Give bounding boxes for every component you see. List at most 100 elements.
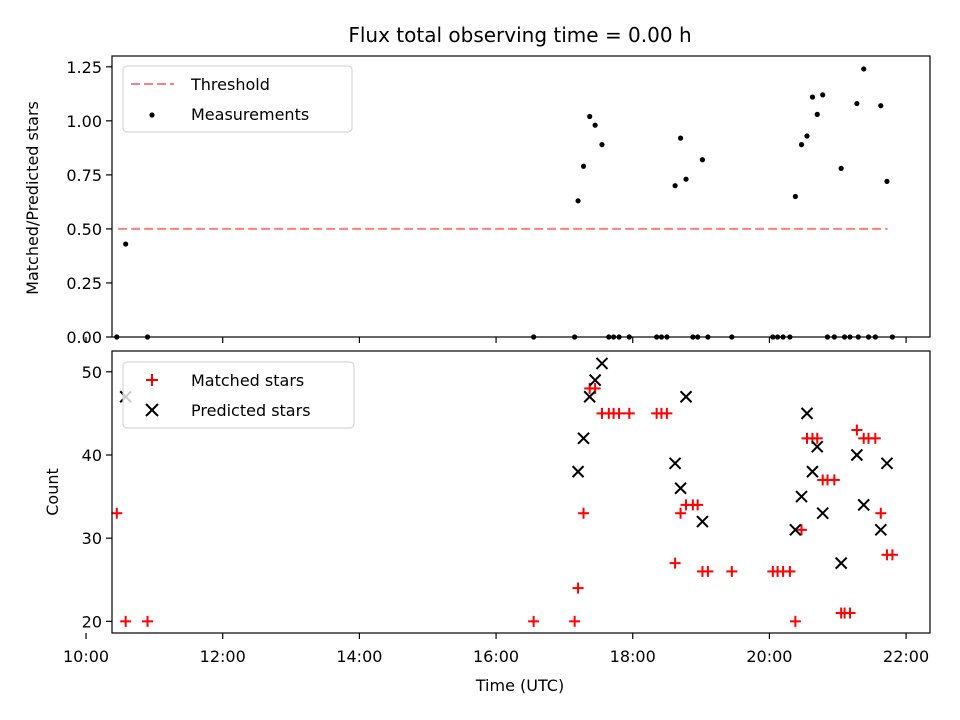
predicted-star-point-14: [811, 440, 824, 453]
matched-star-point-0: [111, 507, 123, 519]
bottom-xtick-label-1: 12:00: [200, 647, 246, 666]
predicted-star-point-18: [857, 498, 870, 512]
bottom-xtick-label-4: 18:00: [610, 647, 656, 666]
predicted-star-point-2: [577, 432, 590, 445]
bottom-xlabel: Time (UTC): [475, 676, 564, 695]
measurement-point-30: [798, 142, 805, 148]
measurements-legend-swatch: [149, 112, 155, 118]
matched-star-point-16: [661, 407, 673, 419]
top-ytick-label-2: 0.50: [66, 220, 102, 239]
bottom-plot-frame: [111, 350, 931, 634]
matched-star-point-12: [613, 407, 625, 419]
predicted-star-point-6: [668, 457, 682, 470]
matched-star-point-36: [828, 474, 840, 486]
measurement-point-34: [820, 92, 826, 98]
matched-star-point-2: [142, 615, 154, 627]
bottom-ytick-label-2: 40: [82, 446, 102, 465]
predicted-star-point-11: [795, 490, 808, 503]
bottom-ytick-label-3: 50: [82, 363, 102, 382]
bottom-panel: Count Time (UTC) 20 30 40 50 10:00 12:00 14:00…: [43, 350, 931, 695]
measurement-point-31: [804, 133, 810, 139]
matched-star-point-1: [120, 615, 132, 627]
predicted-star-point-8: [679, 390, 693, 403]
bottom-legend-box: [122, 361, 355, 429]
matched-star-point-39: [844, 607, 856, 619]
top-legend-box: [122, 65, 353, 133]
matched-star-point-24: [726, 565, 738, 577]
predicted-star-point-12: [800, 407, 814, 420]
bottom-xtick-label-2: 14:00: [336, 647, 382, 666]
top-ylabel: Matched/Predicted stars: [23, 101, 42, 295]
top-ytick-label-0: 0.00: [66, 328, 102, 347]
matched-star-point-21: [692, 499, 704, 511]
measurement-point-40: [854, 100, 860, 107]
measurement-point-29: [792, 193, 798, 200]
measurement-point-46: [884, 178, 890, 184]
bottom-xtick-label-0: 10:00: [63, 647, 109, 666]
measurement-point-5: [575, 198, 581, 204]
measurement-point-19: [683, 176, 689, 182]
measurement-point-7: [587, 113, 593, 120]
predicted-star-point-3: [583, 390, 596, 403]
bottom-xtick-label-6: 22:00: [883, 647, 929, 666]
top-panel: Matched/Predicted stars 0.00 0.25 0.50 0.75…: [23, 55, 931, 347]
measurement-point-33: [814, 111, 820, 117]
measurement-point-17: [672, 183, 678, 189]
top-ytick-label-3: 0.75: [66, 166, 102, 185]
top-ytick-label-4: 1.00: [66, 112, 102, 131]
matched-star-point-33: [811, 432, 823, 444]
predicted-star-point-16: [834, 556, 848, 570]
predicted-star-point-9: [696, 515, 709, 528]
predicted-star-point-15: [816, 507, 829, 520]
measurement-point-1: [123, 241, 129, 247]
threshold-legend-label: Threshold: [190, 75, 270, 94]
matched-star-point-4: [569, 615, 581, 627]
matched-legend-label: Matched stars: [191, 371, 304, 390]
measurement-point-45: [878, 103, 884, 109]
matched-star-point-46: [886, 549, 898, 561]
predicted-star-point-1: [571, 465, 585, 478]
matched-star-point-30: [796, 524, 808, 536]
bottom-ylabel: Count: [43, 468, 62, 516]
measurement-point-18: [677, 135, 684, 141]
top-ytick-label-5: 1.25: [66, 58, 102, 77]
matched-star-point-18: [675, 507, 687, 519]
predicted-star-point-7: [674, 482, 687, 495]
matched-star-point-40: [851, 424, 863, 436]
chart-title: Flux total observing time = 0.00 h: [348, 23, 691, 47]
bottom-legend: Matched stars Predicted stars: [122, 361, 355, 429]
bottom-xtick-label-5: 20:00: [746, 647, 792, 666]
measurement-point-6: [580, 163, 587, 169]
top-legend: Threshold Measurements: [122, 65, 353, 133]
matched-star-point-17: [669, 557, 681, 569]
predicted-star-point-4: [588, 373, 602, 387]
matched-star-point-5: [572, 582, 584, 594]
measurement-point-8: [592, 122, 598, 128]
matched-star-point-6: [578, 507, 590, 519]
measurement-point-42: [861, 66, 867, 72]
matched-star-point-13: [623, 407, 635, 419]
predicted-star-point-10: [789, 523, 802, 537]
bottom-xtick-label-3: 16:00: [473, 647, 519, 666]
measurement-point-32: [809, 94, 816, 100]
measurement-point-22: [699, 157, 706, 163]
top-plot-frame: [111, 55, 931, 338]
measurement-point-37: [838, 165, 844, 171]
predicted-star-point-19: [874, 523, 888, 537]
predicted-star-point-13: [806, 465, 819, 478]
bottom-ytick-label-0: 20: [82, 612, 102, 631]
matched-star-point-23: [702, 565, 714, 577]
measurement-point-9: [599, 142, 605, 148]
matched-star-point-29: [789, 615, 801, 627]
matched-star-point-43: [869, 432, 881, 444]
matched-star-point-28: [784, 565, 796, 577]
measurements-legend-label: Measurements: [191, 105, 309, 124]
bottom-ytick-label-1: 30: [82, 529, 102, 548]
predicted-legend-swatch: [145, 403, 159, 417]
predicted-star-point-17: [850, 448, 864, 462]
predicted-star-point-5: [595, 357, 609, 370]
top-ytick-label-1: 0.25: [66, 274, 102, 293]
predicted-star-point-20: [880, 457, 894, 470]
matched-star-point-3: [528, 615, 540, 627]
